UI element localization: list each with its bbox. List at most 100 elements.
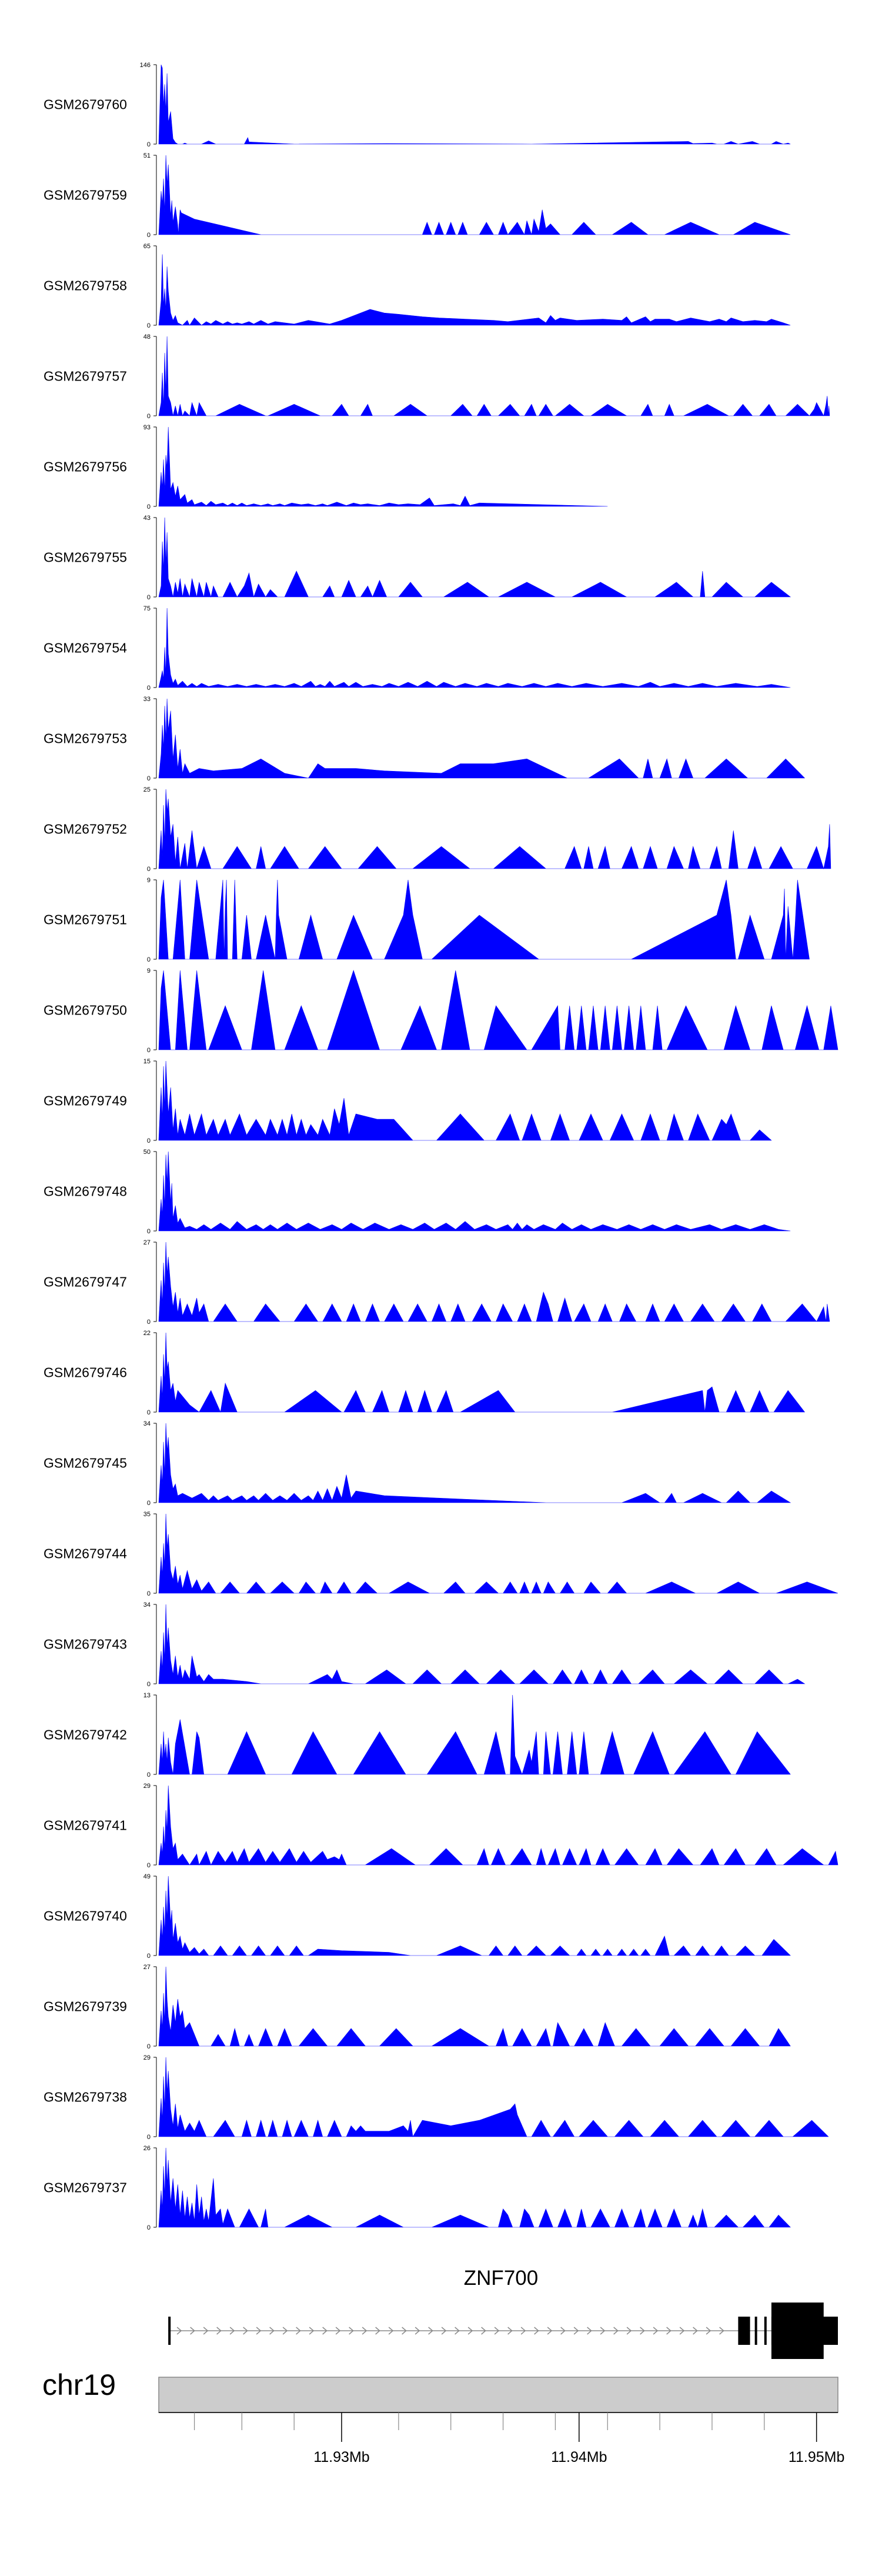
track-GSM2679754: GSM2679754 75 0: [44, 605, 791, 692]
y-max-label: 26: [143, 2145, 151, 2152]
strand-arrow: [640, 2327, 645, 2335]
y-max-label: 9: [147, 967, 151, 975]
coverage-area: [158, 1332, 806, 1413]
track-GSM2679760: GSM2679760 146 0: [44, 62, 791, 148]
strand-arrow: [613, 2327, 619, 2335]
coverage-area: [158, 1604, 806, 1684]
strand-arrow: [269, 2327, 275, 2335]
track-label: GSM2679737: [44, 2180, 127, 2195]
coverage-area: [158, 1423, 791, 1503]
track-label: GSM2679756: [44, 459, 127, 475]
coverage-area: [158, 879, 810, 960]
y-min-label: 0: [147, 1771, 151, 1778]
coverage-area: [158, 2147, 791, 2228]
strand-arrow: [415, 2327, 420, 2335]
track-label: GSM2679751: [44, 912, 127, 927]
strand-arrow: [587, 2327, 592, 2335]
coverage-area: [158, 1151, 791, 1232]
y-min-label: 0: [147, 141, 151, 148]
coverage-area: [158, 1785, 838, 1866]
track-GSM2679742: GSM2679742 13 0: [44, 1692, 791, 1778]
coverage-area: [158, 608, 791, 688]
strand-arrow: [507, 2327, 513, 2335]
strand-arrow: [600, 2327, 606, 2335]
track-label: GSM2679752: [44, 822, 127, 837]
coverage-tracks: GSM2679760 146 0 GSM2679759 51 0 GSM2679758 65 0…: [44, 62, 838, 2231]
y-min-label: 0: [147, 2134, 151, 2141]
strand-arrow: [547, 2327, 553, 2335]
chromosome-ideogram: [158, 2377, 838, 2413]
y-min-label: 0: [147, 685, 151, 692]
y-max-label: 65: [143, 243, 151, 250]
y-min-label: 0: [147, 775, 151, 782]
track-GSM2679758: GSM2679758 65 0: [44, 243, 791, 329]
strand-arrow: [706, 2327, 711, 2335]
track-label: GSM2679738: [44, 2090, 127, 2105]
track-label: GSM2679745: [44, 1456, 127, 1471]
y-min-label: 0: [147, 322, 151, 329]
y-min-label: 0: [147, 956, 151, 963]
y-min-label: 0: [147, 2224, 151, 2231]
strand-arrow: [467, 2327, 473, 2335]
strand-arrow: [679, 2327, 685, 2335]
track-GSM2679757: GSM2679757 48 0: [44, 333, 830, 420]
y-max-label: 75: [143, 605, 151, 612]
y-max-label: 27: [143, 1964, 151, 1971]
track-GSM2679759: GSM2679759 51 0: [44, 152, 791, 239]
coverage-area: [158, 2057, 829, 2137]
strand-arrow: [573, 2327, 579, 2335]
y-min-label: 0: [147, 1047, 151, 1054]
y-max-label: 33: [143, 696, 151, 703]
x-tick-label: 11.94Mb: [551, 2449, 607, 2465]
strand-arrow: [534, 2327, 539, 2335]
strand-arrow: [282, 2327, 288, 2335]
genome-axis: chr19 11.93Mb 11.94Mb 11.95Mb: [42, 2368, 844, 2465]
strand-arrow: [626, 2327, 632, 2335]
coverage-area: [158, 336, 830, 417]
y-max-label: 34: [143, 1601, 151, 1609]
y-min-label: 0: [147, 503, 151, 510]
y-min-label: 0: [147, 413, 151, 420]
y-max-label: 43: [143, 515, 151, 522]
strand-arrow: [388, 2327, 394, 2335]
strand-arrow: [428, 2327, 433, 2335]
coverage-area: [158, 1060, 772, 1141]
track-GSM2679747: GSM2679747 27 0: [44, 1239, 830, 1326]
track-GSM2679745: GSM2679745 34 0: [44, 1420, 791, 1507]
track-label: GSM2679759: [44, 188, 127, 203]
strand-arrow: [560, 2327, 566, 2335]
strand-arrow: [176, 2327, 182, 2335]
y-max-label: 15: [143, 1058, 151, 1065]
track-label: GSM2679750: [44, 1003, 127, 1018]
strand-arrow: [693, 2327, 698, 2335]
y-max-label: 27: [143, 1239, 151, 1246]
track-GSM2679743: GSM2679743 34 0: [44, 1601, 806, 1688]
strand-arrow: [455, 2327, 460, 2335]
gene-exon: [168, 2317, 171, 2345]
strand-arrow: [243, 2327, 248, 2335]
y-min-label: 0: [147, 1319, 151, 1326]
y-min-label: 0: [147, 1500, 151, 1507]
track-label: GSM2679739: [44, 1999, 127, 2014]
track-label: GSM2679755: [44, 550, 127, 565]
y-min-label: 0: [147, 1862, 151, 1869]
coverage-area: [158, 1513, 838, 1594]
y-max-label: 29: [143, 2054, 151, 2061]
coverage-area: [158, 1242, 830, 1322]
coverage-area: [158, 789, 831, 870]
track-GSM2679748: GSM2679748 50 0: [44, 1149, 791, 1235]
track-GSM2679740: GSM2679740 49 0: [44, 1873, 791, 1960]
strand-arrow: [335, 2327, 341, 2335]
y-max-label: 93: [143, 424, 151, 431]
strand-arrow: [362, 2327, 368, 2335]
strand-arrow: [375, 2327, 380, 2335]
track-GSM2679751: GSM2679751 9 0: [44, 877, 810, 963]
coverage-area: [158, 517, 791, 598]
chromosome-label: chr19: [42, 2368, 116, 2401]
gene-exon: [738, 2317, 750, 2345]
track-label: GSM2679753: [44, 731, 127, 746]
y-max-label: 29: [143, 1783, 151, 1790]
coverage-area: [158, 1694, 791, 1775]
track-GSM2679755: GSM2679755 43 0: [44, 515, 791, 601]
strand-arrow: [229, 2327, 235, 2335]
